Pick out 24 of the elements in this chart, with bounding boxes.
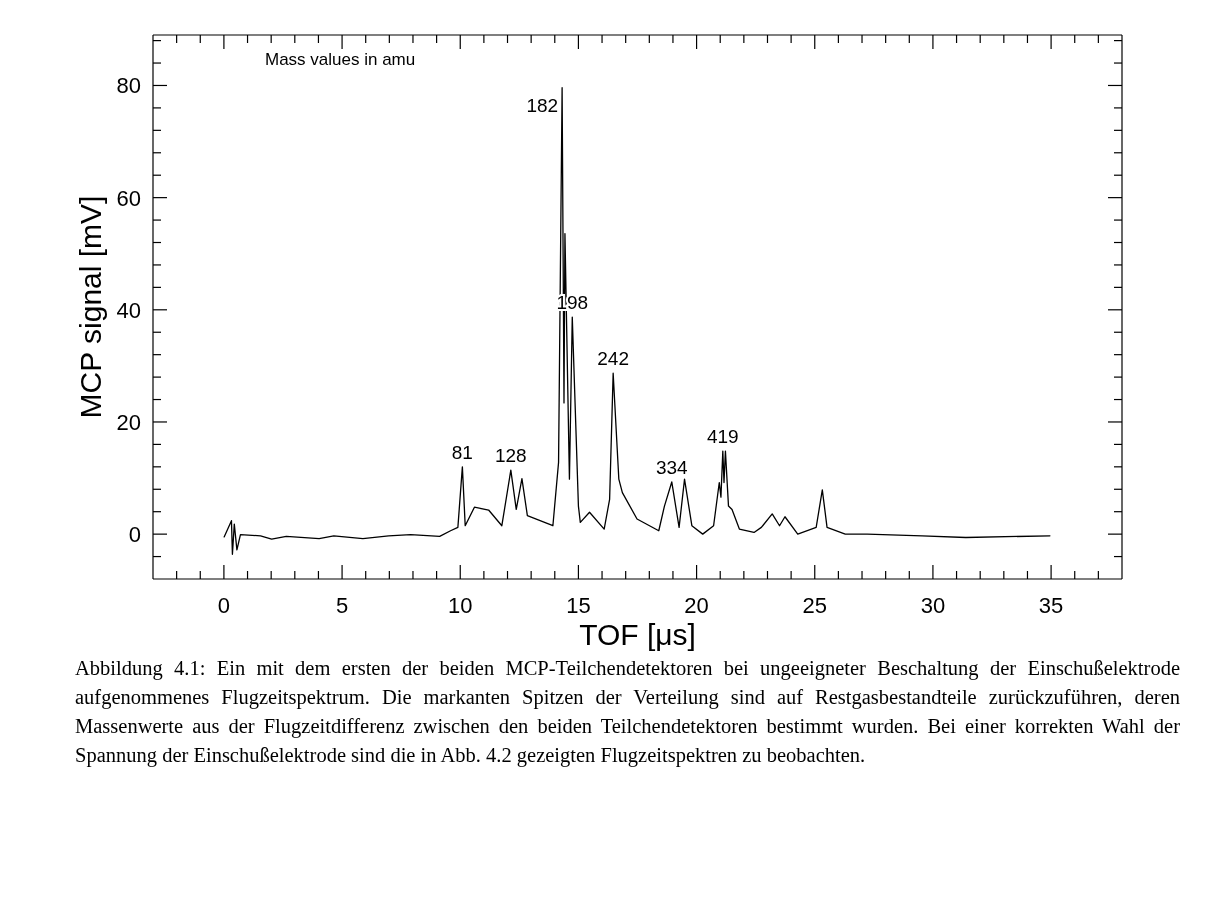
y-tick-label: 20 <box>116 409 141 435</box>
x-tick-label: 15 <box>566 593 591 618</box>
x-tick-label: 35 <box>1038 593 1064 618</box>
annotation: 128 <box>494 445 527 467</box>
x-tick-label: 25 <box>802 593 827 618</box>
annotation: 419 <box>706 426 739 448</box>
y-tick-label: 0 <box>128 522 141 548</box>
x-tick-label: 0 <box>217 593 231 618</box>
x-tick-label: 20 <box>684 593 709 618</box>
line-series <box>223 87 1051 555</box>
annotation: 81 <box>451 441 473 463</box>
text: Abbildung 4.1: Ein mit dem ersten der beiden MCP-Teilchendetektoren bei ungeeigneter Beschaltung der Einschußelektrode aufgenommenes Flugzeitspektrum. Die markanten Spitzen der Verteilung sind auf Restgasbestandteile zurückzuführen, deren Massenwerte aus der Flugzeitdifferenz zwischen den beiden Teilchendetektoren bestimmt wurden. Bei einer korrekten Wahl der Spannung der Einschußelektrode sind die in Abb. 4.2 gezeigten Flugzeitspektren zu beobachten. <box>75 656 1180 769</box>
y-tick-label: 40 <box>116 297 141 323</box>
y-tick-label: 60 <box>116 185 141 211</box>
annotation: 182 <box>526 95 559 117</box>
annotation: Mass values in amu <box>265 50 416 70</box>
x-tick-label: 10 <box>448 593 473 618</box>
y-tick-label: 80 <box>116 73 141 99</box>
annotation: 242 <box>597 348 630 370</box>
x-tick-label: 5 <box>335 593 349 618</box>
y-axis-title: MCP signal [mV] <box>73 195 107 419</box>
annotation: 334 <box>655 456 689 478</box>
x-tick-label: 30 <box>920 593 946 618</box>
x-axis-title: TOF [μs] <box>579 618 696 652</box>
